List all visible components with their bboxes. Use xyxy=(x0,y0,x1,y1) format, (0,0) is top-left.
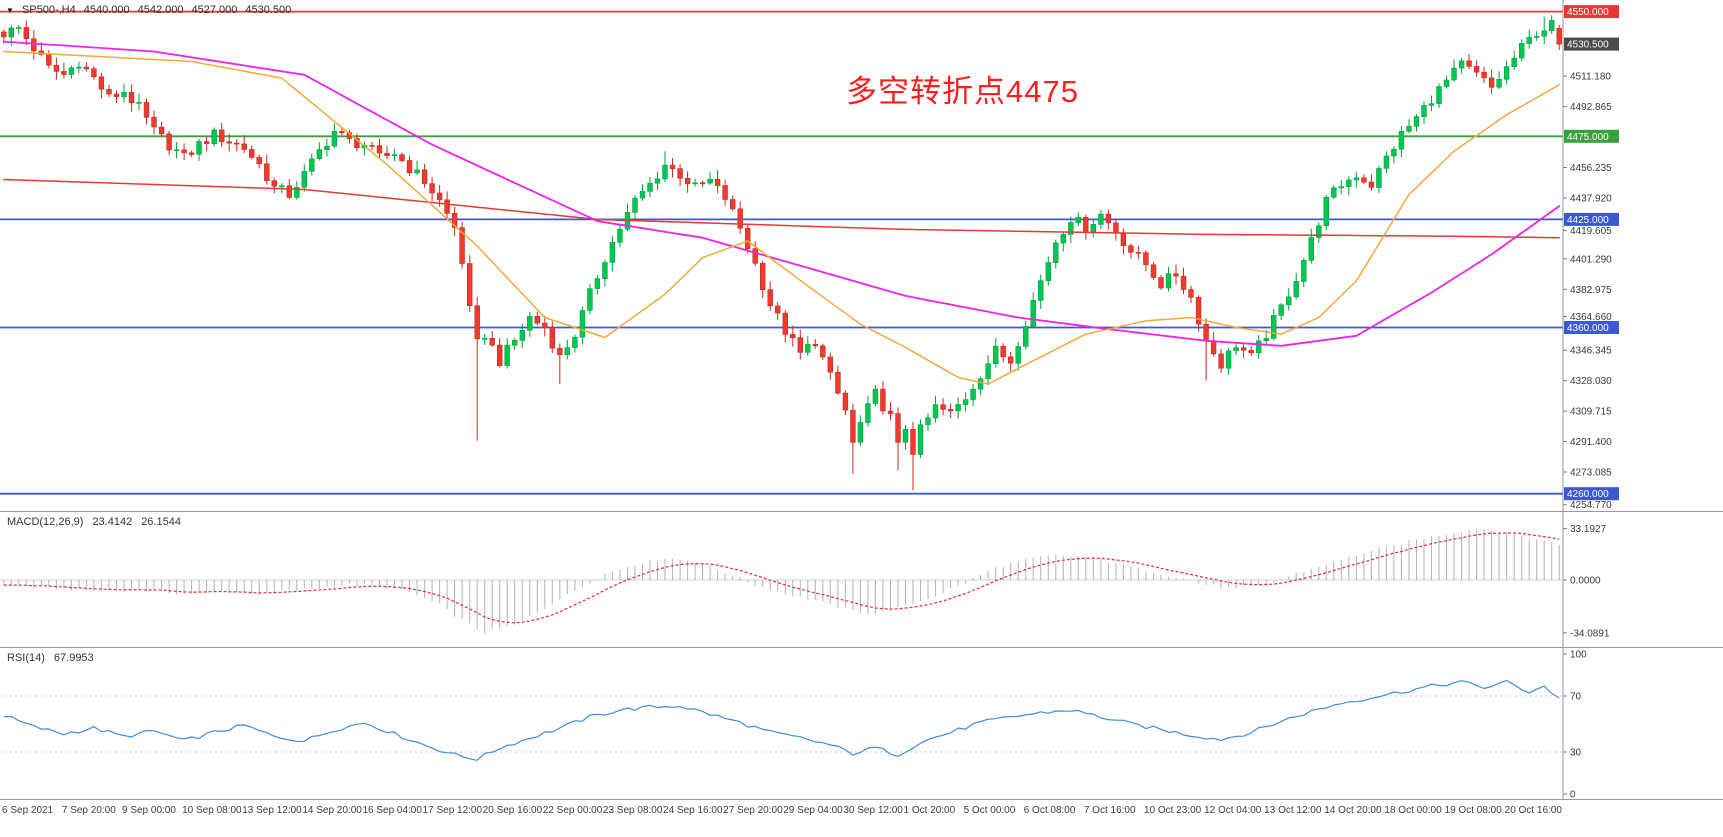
symbol-timeframe-label: SP500-,H4 xyxy=(21,4,76,16)
horizontal-level-lines[interactable] xyxy=(0,10,1563,495)
time-label: 7 Sep 20:00 xyxy=(61,805,116,816)
price-tick-label: 4456.235 xyxy=(1570,163,1612,174)
price-badge-4360.000 xyxy=(1564,321,1619,334)
svg-text:4260.000: 4260.000 xyxy=(1567,489,1609,500)
price-badge-4475.000 xyxy=(1564,129,1619,143)
time-label: 30 Sep 12:00 xyxy=(843,805,903,816)
time-label: 14 Oct 20:00 xyxy=(1324,805,1382,816)
time-label: 10 Sep 08:00 xyxy=(182,805,242,816)
time-label: 18 Oct 00:00 xyxy=(1384,805,1442,816)
macd-histogram xyxy=(3,529,1560,634)
rsi-tick-label: 0 xyxy=(1570,790,1576,801)
time-label: 6 Oct 08:00 xyxy=(1023,805,1076,816)
time-label: 22 Sep 00:00 xyxy=(542,805,603,816)
time-label: 19 Oct 08:00 xyxy=(1444,805,1502,816)
time-label: 5 Oct 00:00 xyxy=(963,805,1016,816)
time-label: 10 Oct 23:00 xyxy=(1143,805,1202,816)
svg-text:4425.000: 4425.000 xyxy=(1567,215,1609,226)
pane-divider-main-macd[interactable] xyxy=(0,511,1723,512)
svg-text:4360.000: 4360.000 xyxy=(1567,323,1609,334)
time-label: 9 Sep 00:00 xyxy=(121,805,176,816)
time-label: 17 Sep 12:00 xyxy=(422,805,483,816)
collapse-triangle-icon[interactable]: ▼ xyxy=(6,5,14,15)
rsi-tick-label: 30 xyxy=(1570,748,1582,759)
time-label: 13 Sep 12:00 xyxy=(242,805,302,816)
rsi-pane[interactable]: 100 70 30 0 xyxy=(0,648,1723,800)
svg-text:4475.000: 4475.000 xyxy=(1567,132,1609,143)
time-axis[interactable]: 6 Sep 2021 7 Sep 20:00 9 Sep 00:00 10 Sep 0… xyxy=(0,800,1723,837)
macd-signal-value: 26.1544 xyxy=(141,516,181,528)
price-tick-label: 4309.715 xyxy=(1570,407,1612,418)
svg-text:4550.000: 4550.000 xyxy=(1567,7,1609,18)
chart-header: ▼ SP500-,H4 4540.000 4542.000 4527.000 4… xyxy=(6,4,291,16)
ohlc-close-value: 4530.500 xyxy=(245,4,292,16)
price-badge-4530.500 xyxy=(1564,37,1619,51)
time-label: 13 Oct 12:00 xyxy=(1264,805,1322,816)
price-tick-label: 4273.085 xyxy=(1570,468,1612,479)
ohlc-high-value: 4542.000 xyxy=(137,4,184,16)
macd-main-value: 23.4142 xyxy=(92,516,133,528)
price-badge-4260.000 xyxy=(1564,487,1619,501)
price-tick-label: 4401.290 xyxy=(1570,254,1612,265)
ma-slow-red xyxy=(3,178,1560,239)
price-tick-label: 4328.030 xyxy=(1570,376,1612,387)
time-label: 12 Oct 04:00 xyxy=(1204,805,1262,816)
time-label: 16 Sep 04:00 xyxy=(362,805,422,816)
rsi-value: 67.9953 xyxy=(53,652,94,664)
macd-pane[interactable]: 33.1927 0.0000 -34.0891 xyxy=(0,512,1723,648)
macd-tick-label: 33.1927 xyxy=(1570,524,1607,535)
macd-tick-label: -34.0891 xyxy=(1570,628,1610,639)
price-tick-label: 4437.920 xyxy=(1570,194,1612,205)
price-tick-label: 4291.400 xyxy=(1570,437,1612,448)
macd-tick-label: 0.0000 xyxy=(1570,576,1601,587)
rsi-tick-label: 100 xyxy=(1570,650,1587,661)
svg-text:4530.500: 4530.500 xyxy=(1567,40,1609,51)
ma-mid-magenta xyxy=(2,40,1561,347)
time-label: 7 Oct 16:00 xyxy=(1083,805,1136,816)
time-label: 20 Sep 16:00 xyxy=(482,805,543,816)
time-label: 24 Sep 16:00 xyxy=(663,805,723,816)
pane-divider-rsi-timeline xyxy=(0,799,1723,800)
time-label: 29 Sep 04:00 xyxy=(783,805,843,816)
main-price-pane[interactable]: 4511.180 4492.865 4456.235 4437.920 4419.605… xyxy=(0,0,1723,512)
rsi-tick-label: 70 xyxy=(1570,692,1582,703)
ma-fast-orange xyxy=(3,50,1560,385)
price-tick-label: 4364.660 xyxy=(1570,312,1612,323)
price-axis: 4511.180 4492.865 4456.235 4437.920 4419.605… xyxy=(1562,0,1619,512)
price-tick-label: 4346.345 xyxy=(1570,346,1612,357)
time-label: 1 Oct 20:00 xyxy=(903,805,956,816)
rsi-line xyxy=(3,679,1560,761)
price-tick-label: 4254.770 xyxy=(1570,500,1612,511)
pane-divider-macd-rsi[interactable] xyxy=(0,647,1723,648)
time-label: 23 Sep 08:00 xyxy=(602,805,663,816)
time-label: 20 Oct 16:00 xyxy=(1504,805,1562,816)
rsi-name: RSI(14) xyxy=(7,652,45,664)
price-badge-4425.000 xyxy=(1564,212,1619,226)
price-tick-label: 4511.180 xyxy=(1570,72,1611,83)
macd-indicator-label: MACD(12,26,9) 23.4142 26.1544 xyxy=(7,516,181,528)
chart-annotation-text[interactable]: 多空转折点4475 xyxy=(846,74,1079,109)
time-label: 14 Sep 20:00 xyxy=(302,805,362,816)
rsi-indicator-label: RSI(14) 67.9953 xyxy=(7,652,94,664)
macd-name: MACD(12,26,9) xyxy=(7,516,84,528)
price-tick-label: 4382.975 xyxy=(1570,285,1612,296)
time-label: 27 Sep 20:00 xyxy=(723,805,783,816)
ohlc-low-value: 4527.000 xyxy=(191,4,238,16)
candlestick-layer xyxy=(1,15,1562,491)
time-label: 6 Sep 2021 xyxy=(2,805,54,816)
price-badge-4550.000 xyxy=(1564,5,1619,19)
price-tick-label: 4419.605 xyxy=(1570,226,1612,237)
price-tick-label: 4492.865 xyxy=(1570,102,1612,113)
macd-signal-line xyxy=(3,532,1560,624)
ohlc-open-value: 4540.000 xyxy=(83,4,130,16)
